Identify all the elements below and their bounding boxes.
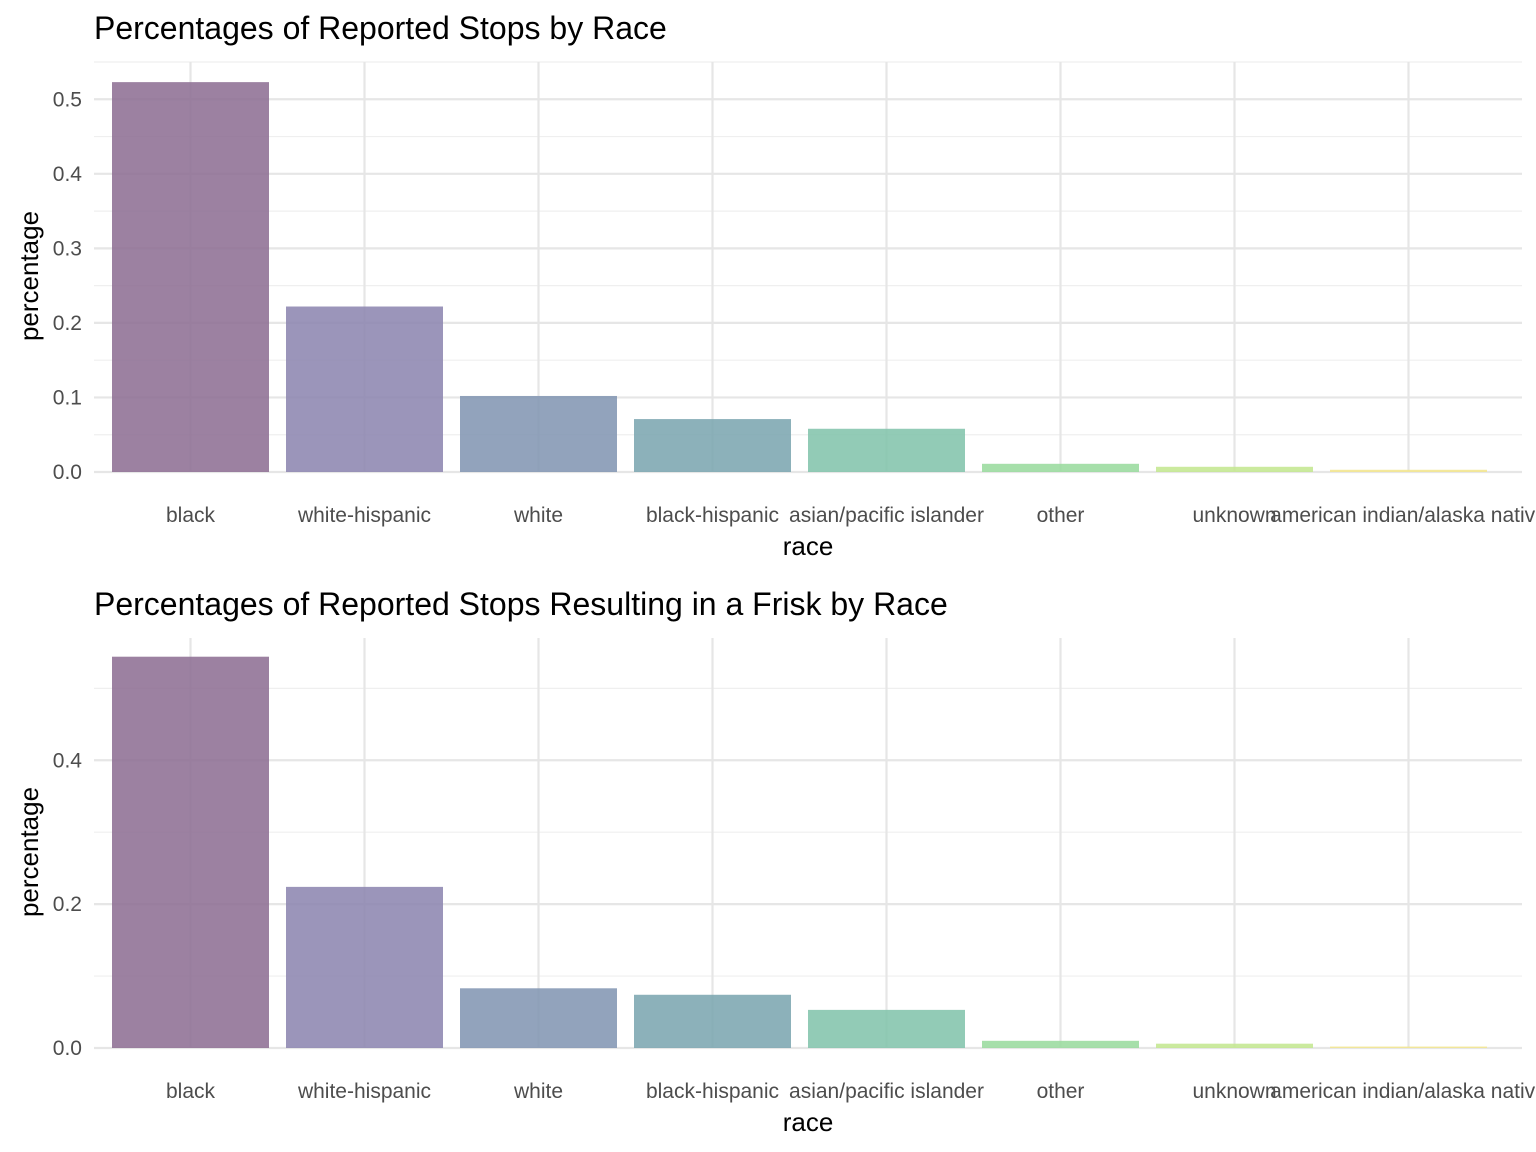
x-tick-label: black-hispanic: [646, 1080, 779, 1103]
x-tick-label: american indian/alaska native: [1270, 1080, 1536, 1103]
x-tick-label: other: [1037, 504, 1085, 527]
y-axis-label: percentage: [14, 787, 44, 917]
bar: [460, 395, 617, 472]
x-tick-label: asian/pacific islander: [789, 504, 984, 527]
y-tick-label: 0.3: [53, 237, 82, 260]
x-tick-label: unknown: [1192, 504, 1276, 527]
y-tick-label: 0.0: [53, 461, 82, 484]
x-tick-label: american indian/alaska native: [1270, 504, 1536, 527]
bar-layer: [112, 82, 1487, 473]
chart-stops-by-race: Percentages of Reported Stops by Race 0.…: [14, 10, 1536, 561]
bar: [982, 1040, 1139, 1048]
x-tick-label: black-hispanic: [646, 504, 779, 527]
x-tick-labels: black white-hispanic white black-hispanic as…: [166, 504, 1536, 527]
y-tick-label: 0.4: [53, 163, 83, 186]
bar: [1156, 1043, 1313, 1048]
bar: [1330, 469, 1487, 472]
bar-layer: [112, 656, 1487, 1048]
x-axis-label: race: [783, 1107, 834, 1137]
y-tick-label: 0.2: [53, 312, 82, 335]
bar: [112, 656, 269, 1048]
chart-title: Percentages of Reported Stops by Race: [94, 10, 667, 46]
y-tick-label: 0.2: [53, 893, 82, 916]
y-tick-label: 0.5: [53, 88, 82, 111]
bar: [286, 886, 443, 1048]
bar: [634, 419, 791, 472]
y-axis-label: percentage: [14, 211, 44, 341]
bar: [634, 994, 791, 1048]
x-tick-label: asian/pacific islander: [789, 1080, 984, 1103]
bar: [1156, 466, 1313, 472]
chart-title: Percentages of Reported Stops Resulting …: [94, 586, 948, 622]
x-tick-label: black: [166, 1080, 216, 1103]
x-tick-label: white: [513, 504, 563, 527]
bar: [808, 1009, 965, 1048]
y-tick-labels: 0.0 0.1 0.2 0.3 0.4 0.5: [53, 88, 83, 484]
y-tick-label: 0.1: [53, 386, 82, 409]
chart-frisks-by-race: Percentages of Reported Stops Resulting …: [0, 576, 1536, 1152]
y-tick-labels: 0.0 0.2 0.4: [53, 749, 83, 1060]
chart-svg-stops: Percentages of Reported Stops by Race 0.…: [14, 10, 1536, 561]
y-tick-label: 0.4: [53, 749, 83, 772]
bar: [460, 988, 617, 1048]
x-tick-label: unknown: [1192, 1080, 1276, 1103]
x-tick-labels: black white-hispanic white black-hispanic as…: [166, 1080, 1536, 1103]
x-tick-label: black: [166, 504, 216, 527]
x-tick-label: other: [1037, 1080, 1085, 1103]
x-tick-label: white-hispanic: [297, 504, 431, 527]
bar: [286, 306, 443, 472]
bar: [982, 463, 1139, 472]
y-tick-label: 0.0: [53, 1037, 82, 1060]
chart-svg-frisks: Percentages of Reported Stops Resulting …: [14, 586, 1536, 1137]
bar: [112, 82, 269, 473]
bar: [1330, 1046, 1487, 1048]
x-tick-label: white-hispanic: [297, 1080, 431, 1103]
bar: [808, 428, 965, 472]
x-axis-label: race: [783, 531, 834, 561]
x-tick-label: white: [513, 1080, 563, 1103]
